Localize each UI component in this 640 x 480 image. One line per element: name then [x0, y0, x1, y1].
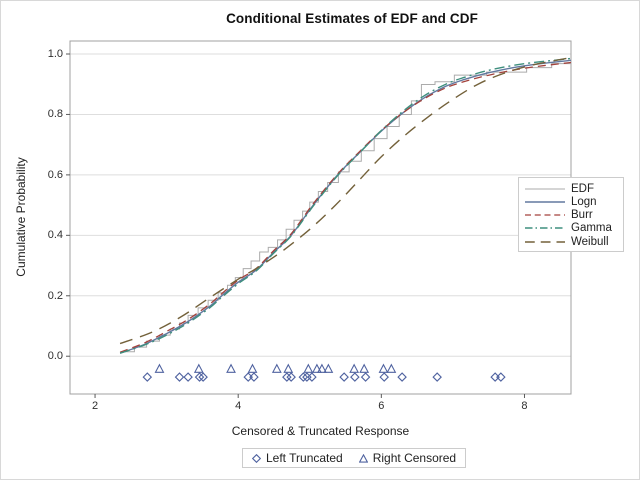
marker-left-truncated	[286, 372, 296, 382]
marker-left-truncated	[183, 372, 193, 382]
y-tick-label-0.6: 0.6	[47, 168, 63, 181]
marker-left-truncated	[174, 372, 185, 382]
marker-left-truncated	[198, 372, 208, 382]
x-tick-label-4: 4	[235, 400, 242, 412]
legend-label-left-truncated: Left Truncated	[266, 451, 343, 465]
plot-frame	[69, 40, 572, 395]
marker-left-truncated	[194, 372, 205, 382]
marker-right-censored	[378, 363, 389, 373]
legend-line-sample	[525, 227, 565, 229]
marker-right-censored	[323, 363, 334, 373]
curve-burr	[119, 61, 571, 353]
legend-label-right-censored: Right Censored	[372, 451, 457, 465]
marker-left-truncated	[360, 372, 371, 382]
marker-right-censored	[386, 363, 397, 373]
legend-label-gamma: Gamma	[571, 222, 612, 235]
y-tick-label-1.0: 1.0	[47, 47, 63, 60]
curve-logn	[119, 59, 571, 354]
marker-left-truncated	[298, 372, 309, 382]
legend-entry-right-censored: Right Censored	[358, 451, 457, 465]
legend-line-sample	[525, 201, 565, 203]
legend-row-logn: Logn	[525, 195, 617, 208]
marker-right-censored	[349, 363, 360, 373]
y-axis-title: Cumulative Probability	[14, 157, 28, 277]
y-tick-label-0.2: 0.2	[47, 289, 63, 302]
marker-left-truncated	[282, 372, 292, 382]
curve-gamma	[119, 57, 571, 354]
x-axis-title: Censored & Truncated Response	[231, 424, 410, 438]
legend-line-sample	[525, 188, 565, 189]
curve-edf	[122, 63, 571, 353]
chart-title: Conditional Estimates of EDF and CDF	[226, 11, 478, 26]
legend-entry-left-truncated: Left Truncated	[252, 451, 343, 465]
marker-right-censored	[359, 363, 370, 373]
marker-left-truncated	[496, 372, 506, 382]
marker-left-truncated	[350, 372, 360, 382]
legend-row-gamma: Gamma	[525, 222, 617, 235]
marker-left-truncated	[243, 372, 253, 382]
marker-right-censored	[193, 363, 204, 373]
legend-label-weibull: Weibull	[571, 235, 609, 248]
legend-row-edf: EDF	[525, 182, 617, 195]
x-tick-label-8: 8	[521, 400, 528, 412]
y-tick-label-0.0: 0.0	[47, 350, 63, 363]
marker-left-truncated	[490, 372, 500, 382]
marker-left-truncated	[339, 372, 349, 382]
legend-label-logn: Logn	[571, 195, 597, 208]
marker-left-truncated	[142, 372, 153, 382]
marker-right-censored	[154, 363, 165, 373]
legend-line-sample	[525, 240, 565, 243]
curves-group	[119, 56, 571, 354]
legend-line-sample	[525, 214, 565, 216]
y-tick-label-0.8: 0.8	[47, 108, 63, 121]
marker-left-truncated	[397, 372, 407, 382]
series-legend: EDF Logn Burr Gamma Weibull	[518, 177, 624, 252]
marker-left-truncated	[307, 372, 317, 382]
marker-right-censored	[283, 363, 294, 373]
marker-right-censored	[312, 363, 322, 373]
y-tick-label-0.4: 0.4	[47, 229, 63, 242]
marker-right-censored	[226, 363, 236, 373]
legend-row-weibull: Weibull	[525, 235, 617, 248]
marker-right-censored	[303, 363, 314, 373]
legend-row-burr: Burr	[525, 209, 617, 222]
curve-weibull	[119, 56, 571, 345]
marker-left-truncated	[379, 372, 389, 382]
marker-left-truncated	[432, 372, 442, 382]
marker-right-censored	[317, 363, 327, 373]
marker-left-truncated	[249, 372, 259, 382]
marker-right-censored	[247, 363, 258, 373]
marker-right-censored	[271, 363, 282, 373]
legend-label-burr: Burr	[571, 209, 593, 221]
x-tick-label-6: 6	[378, 400, 385, 412]
x-tick-label-2: 2	[91, 400, 99, 412]
diamond-icon	[252, 453, 261, 463]
legend-label-edf: EDF	[571, 182, 594, 195]
triangle-icon	[358, 453, 368, 463]
marker-legend: Left Truncated Right Censored	[242, 448, 467, 468]
